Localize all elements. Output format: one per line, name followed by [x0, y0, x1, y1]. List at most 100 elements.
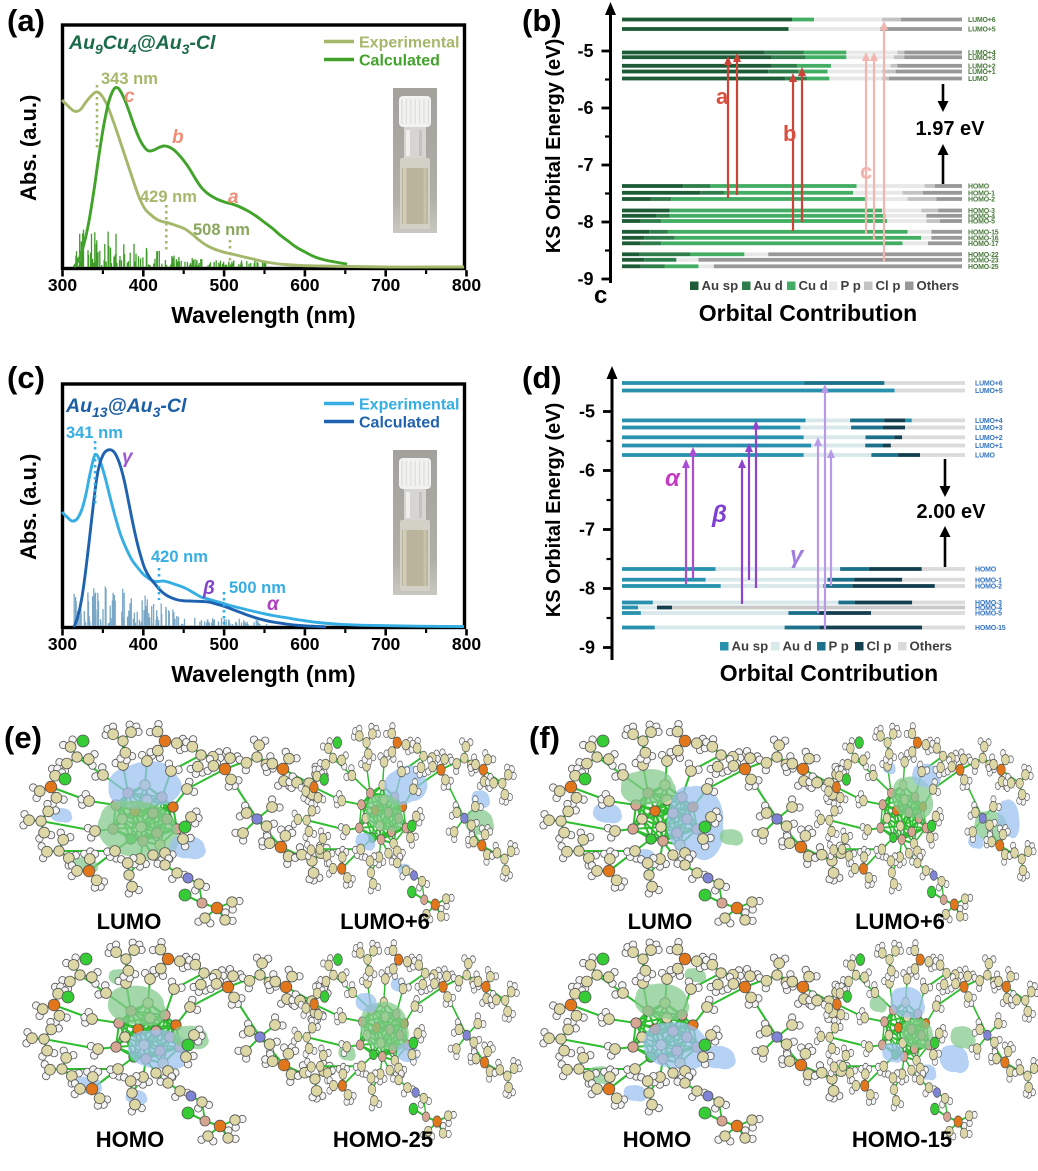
svg-text:β: β	[711, 501, 727, 528]
svg-text:γ: γ	[790, 542, 805, 569]
svg-text:HOMO-22: HOMO-22	[968, 252, 999, 259]
svg-text:HOMO-1: HOMO-1	[975, 577, 1002, 584]
svg-text:α: α	[267, 594, 280, 615]
svg-text:b: b	[783, 121, 796, 146]
svg-text:LUMO+1: LUMO+1	[975, 443, 1003, 450]
svg-text:Au sp: Au sp	[702, 278, 739, 293]
svg-text:LUMO+5: LUMO+5	[975, 388, 1003, 395]
svg-text:-7: -7	[579, 520, 595, 540]
svg-text:HOMO-5: HOMO-5	[975, 611, 1002, 618]
svg-text:500: 500	[209, 634, 238, 654]
svg-text:-9: -9	[579, 638, 595, 658]
svg-text:LUMO+6: LUMO+6	[975, 381, 1003, 388]
svg-text:c: c	[124, 86, 135, 107]
svg-text:Calculated: Calculated	[359, 415, 440, 432]
svg-text:KS Orbital Energy (eV): KS Orbital Energy (eV)	[543, 39, 565, 254]
svg-text:Wavelength (nm): Wavelength (nm)	[171, 661, 355, 687]
svg-text:-7: -7	[577, 155, 593, 175]
svg-text:Abs. (a.u.): Abs. (a.u.)	[16, 454, 41, 560]
svg-text:HOMO: HOMO	[968, 184, 990, 191]
svg-text:LUMO+2: LUMO+2	[975, 435, 1003, 442]
svg-text:β: β	[202, 578, 215, 599]
svg-text:(b): (b)	[522, 3, 562, 38]
svg-text:400: 400	[129, 634, 158, 654]
svg-text:LUMO+6: LUMO+6	[340, 909, 430, 934]
svg-text:HOMO-2: HOMO-2	[975, 584, 1002, 591]
svg-text:Au9Cu4@Au3-Cl: Au9Cu4@Au3-Cl	[68, 32, 216, 57]
svg-text:508 nm: 508 nm	[193, 221, 250, 239]
svg-text:-8: -8	[577, 212, 593, 232]
svg-text:300: 300	[48, 275, 77, 295]
svg-text:LUMO: LUMO	[628, 909, 693, 934]
svg-text:Experimental: Experimental	[359, 35, 459, 52]
svg-text:(a): (a)	[7, 3, 45, 38]
svg-text:HOMO-3: HOMO-3	[968, 208, 995, 215]
svg-text:LUMO+5: LUMO+5	[968, 27, 996, 34]
svg-text:600: 600	[290, 634, 319, 654]
svg-text:-5: -5	[577, 41, 593, 61]
svg-text:Au13@Au3-Cl: Au13@Au3-Cl	[65, 395, 187, 420]
svg-text:(e): (e)	[4, 720, 42, 755]
svg-text:Cl p: Cl p	[867, 639, 892, 654]
svg-text:LUMO+4: LUMO+4	[975, 418, 1003, 425]
svg-text:429 nm: 429 nm	[140, 188, 197, 206]
svg-text:HOMO-25: HOMO-25	[968, 264, 999, 271]
svg-text:HOMO-15: HOMO-15	[852, 1127, 952, 1152]
svg-text:400: 400	[129, 275, 158, 295]
svg-text:800: 800	[452, 634, 481, 654]
svg-text:HOMO-16: HOMO-16	[968, 236, 999, 243]
svg-text:(d): (d)	[522, 360, 562, 395]
svg-text:800: 800	[452, 275, 481, 295]
svg-text:a: a	[228, 187, 239, 208]
svg-text:HOMO-15: HOMO-15	[975, 625, 1006, 632]
svg-text:420 nm: 420 nm	[151, 548, 208, 566]
svg-text:700: 700	[371, 634, 400, 654]
svg-text:c: c	[860, 159, 872, 184]
svg-text:LUMO+6: LUMO+6	[968, 17, 996, 24]
svg-text:Others: Others	[917, 278, 960, 293]
svg-text:Others: Others	[910, 639, 953, 654]
svg-text:LUMO+6: LUMO+6	[855, 909, 945, 934]
svg-text:2.00 eV: 2.00 eV	[917, 501, 987, 523]
svg-text:500: 500	[209, 275, 238, 295]
svg-text:HOMO-1: HOMO-1	[968, 191, 995, 198]
svg-text:α: α	[665, 465, 681, 492]
svg-text:HOMO: HOMO	[975, 567, 997, 574]
svg-text:HOMO-15: HOMO-15	[968, 230, 999, 237]
svg-text:300: 300	[48, 634, 77, 654]
svg-text:HOMO-17: HOMO-17	[968, 241, 999, 248]
svg-text:Wavelength (nm): Wavelength (nm)	[171, 302, 355, 328]
svg-text:HOMO-3: HOMO-3	[975, 600, 1002, 607]
svg-text:HOMO-2: HOMO-2	[968, 197, 995, 204]
svg-text:LUMO+1: LUMO+1	[968, 69, 996, 76]
svg-text:500 nm: 500 nm	[229, 579, 286, 597]
svg-text:Orbital Contribution: Orbital Contribution	[699, 300, 917, 326]
svg-text:-6: -6	[579, 461, 595, 481]
svg-text:Cu d: Cu d	[799, 278, 828, 293]
svg-text:600: 600	[290, 275, 319, 295]
svg-text:-9: -9	[577, 269, 593, 289]
svg-text:P p: P p	[829, 639, 849, 654]
svg-text:Au sp: Au sp	[732, 639, 769, 654]
svg-text:(c): (c)	[7, 360, 45, 395]
svg-text:Abs. (a.u.): Abs. (a.u.)	[16, 95, 41, 201]
svg-text:HOMO-25: HOMO-25	[333, 1127, 433, 1152]
svg-text:HOMO: HOMO	[96, 1127, 164, 1152]
svg-text:P p: P p	[841, 278, 861, 293]
svg-text:HOMO-23: HOMO-23	[968, 258, 999, 265]
svg-text:LUMO: LUMO	[975, 453, 996, 460]
svg-text:LUMO+3: LUMO+3	[975, 425, 1003, 432]
svg-text:b: b	[172, 127, 184, 148]
svg-text:-6: -6	[577, 98, 593, 118]
svg-text:HOMO-4: HOMO-4	[975, 605, 1002, 612]
svg-text:γ: γ	[122, 447, 134, 468]
svg-text:1.97 eV: 1.97 eV	[916, 118, 986, 140]
svg-text:Experimental: Experimental	[359, 397, 459, 414]
svg-text:LUMO: LUMO	[968, 76, 989, 83]
svg-text:HOMO-5: HOMO-5	[968, 219, 995, 226]
svg-text:LUMO+4: LUMO+4	[968, 50, 996, 57]
svg-text:(f): (f)	[529, 720, 560, 755]
svg-text:LUMO+3: LUMO+3	[968, 55, 996, 62]
svg-text:Au d: Au d	[783, 639, 812, 654]
svg-text:343 nm: 343 nm	[101, 70, 158, 88]
